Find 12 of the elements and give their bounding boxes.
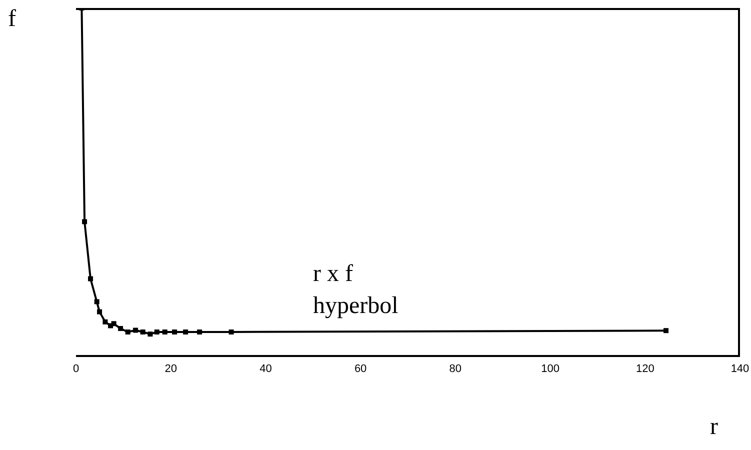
x-tick-label: 60 bbox=[354, 362, 367, 375]
annotation: r x f bbox=[313, 260, 354, 289]
annotation: hyperbol bbox=[313, 292, 398, 321]
x-tick-label: 20 bbox=[164, 362, 177, 375]
x-tick-label: 120 bbox=[636, 362, 654, 375]
x-tick-label: 140 bbox=[730, 362, 750, 375]
x-axis-title: r bbox=[710, 414, 718, 441]
x-tick-label: 40 bbox=[260, 362, 272, 375]
x-tick-label: 80 bbox=[449, 362, 462, 375]
x-tick-label: 0 bbox=[72, 362, 80, 375]
x-tick-label: 100 bbox=[541, 362, 560, 375]
y-axis-title: f bbox=[8, 6, 16, 33]
